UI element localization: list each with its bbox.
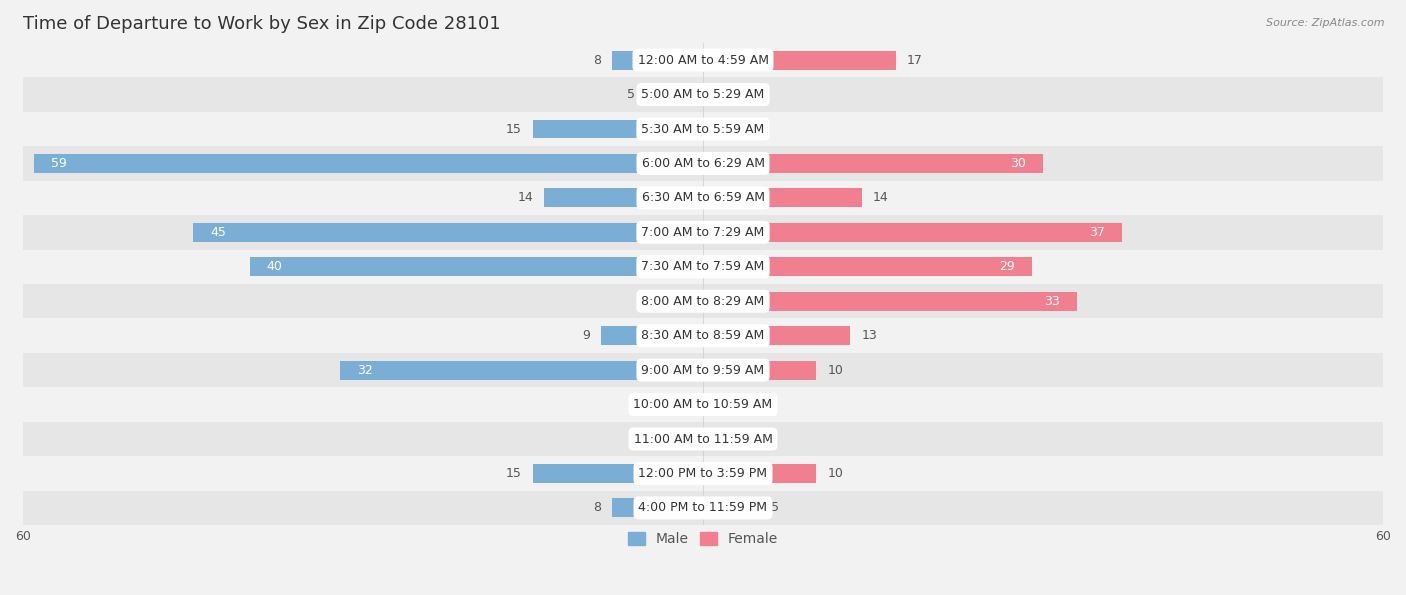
Text: 17: 17 [907,54,922,67]
Bar [681,292,703,311]
Bar [703,464,817,483]
Bar [22,112,1384,146]
Bar [533,120,703,139]
Bar [22,318,1384,353]
Text: 11:00 AM to 11:59 AM: 11:00 AM to 11:59 AM [634,433,772,446]
Bar [22,284,1384,318]
Bar [22,491,1384,525]
Bar [340,361,703,380]
Bar [600,326,703,345]
Bar [22,422,1384,456]
Text: 12:00 AM to 4:59 AM: 12:00 AM to 4:59 AM [637,54,769,67]
Text: 12:00 PM to 3:59 PM: 12:00 PM to 3:59 PM [638,467,768,480]
Text: 45: 45 [209,226,226,239]
Text: 8: 8 [593,54,600,67]
Text: 8: 8 [593,502,600,515]
Text: 4: 4 [638,433,647,446]
Bar [22,353,1384,387]
Bar [544,189,703,208]
Bar [22,77,1384,112]
Text: 6:00 AM to 6:29 AM: 6:00 AM to 6:29 AM [641,157,765,170]
Bar [703,223,1122,242]
Text: 15: 15 [506,123,522,136]
Bar [250,257,703,276]
Bar [34,154,703,173]
Text: 14: 14 [873,192,889,205]
Text: 10:00 AM to 10:59 AM: 10:00 AM to 10:59 AM [634,398,772,411]
Text: 6:30 AM to 6:59 AM: 6:30 AM to 6:59 AM [641,192,765,205]
Bar [22,215,1384,249]
Text: 32: 32 [357,364,373,377]
Bar [647,85,703,104]
Text: 30: 30 [1010,157,1026,170]
Text: 0: 0 [683,398,692,411]
Legend: Male, Female: Male, Female [623,527,783,552]
Text: 8:30 AM to 8:59 AM: 8:30 AM to 8:59 AM [641,329,765,342]
Bar [22,249,1384,284]
Bar [22,43,1384,77]
Text: 0: 0 [714,88,723,101]
Text: 7:30 AM to 7:59 AM: 7:30 AM to 7:59 AM [641,260,765,273]
Bar [703,257,1032,276]
Bar [703,499,759,518]
Text: 0: 0 [714,398,723,411]
Bar [658,430,703,449]
Text: 15: 15 [506,467,522,480]
Text: 10: 10 [828,364,844,377]
Bar [22,181,1384,215]
Text: Source: ZipAtlas.com: Source: ZipAtlas.com [1267,18,1385,28]
Text: Time of Departure to Work by Sex in Zip Code 28101: Time of Departure to Work by Sex in Zip … [22,15,501,33]
Bar [613,499,703,518]
Text: 37: 37 [1090,226,1105,239]
Text: 14: 14 [517,192,533,205]
Bar [22,456,1384,491]
Text: 4:00 PM to 11:59 PM: 4:00 PM to 11:59 PM [638,502,768,515]
Text: 40: 40 [267,260,283,273]
Bar [703,292,1077,311]
Text: 9: 9 [582,329,589,342]
Text: 5:30 AM to 5:59 AM: 5:30 AM to 5:59 AM [641,123,765,136]
Bar [22,387,1384,422]
Bar [703,154,1043,173]
Bar [703,189,862,208]
Bar [533,464,703,483]
Text: 0: 0 [714,123,723,136]
Bar [22,146,1384,181]
Text: 3: 3 [748,433,756,446]
Text: 8:00 AM to 8:29 AM: 8:00 AM to 8:29 AM [641,295,765,308]
Text: 10: 10 [828,467,844,480]
Text: 2: 2 [661,295,669,308]
Text: 7:00 AM to 7:29 AM: 7:00 AM to 7:29 AM [641,226,765,239]
Text: 33: 33 [1045,295,1060,308]
Text: 13: 13 [862,329,877,342]
Bar [703,326,851,345]
Text: 5: 5 [627,88,636,101]
Text: 59: 59 [51,157,67,170]
Text: 29: 29 [998,260,1015,273]
Text: 5: 5 [770,502,779,515]
Bar [703,430,737,449]
Bar [703,51,896,70]
Bar [703,361,817,380]
Bar [193,223,703,242]
Bar [613,51,703,70]
Text: 5:00 AM to 5:29 AM: 5:00 AM to 5:29 AM [641,88,765,101]
Text: 9:00 AM to 9:59 AM: 9:00 AM to 9:59 AM [641,364,765,377]
